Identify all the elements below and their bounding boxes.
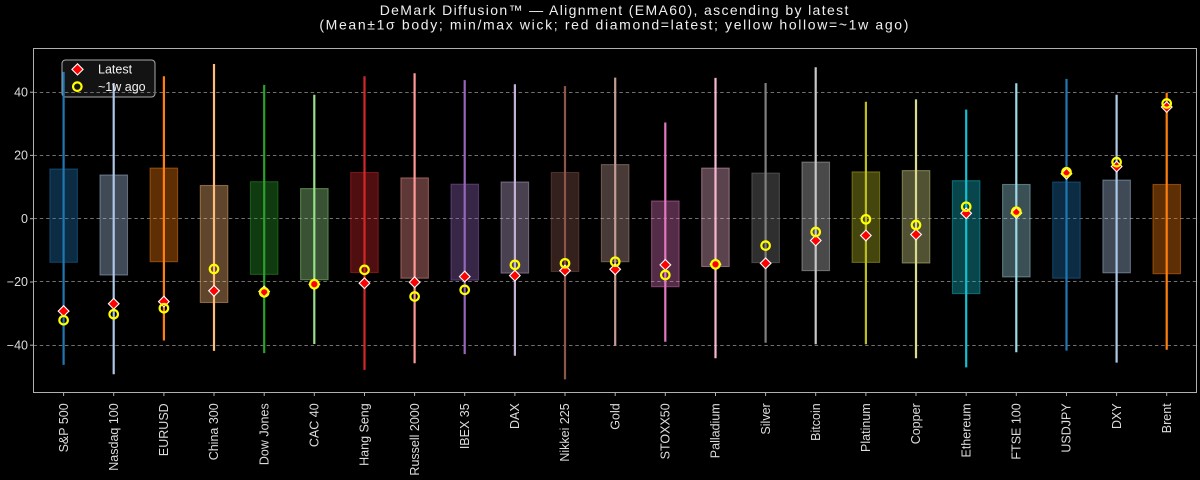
svg-text:Gold: Gold — [608, 403, 622, 429]
svg-text:Latest: Latest — [98, 63, 133, 77]
svg-text:Russell 2000: Russell 2000 — [408, 403, 422, 475]
svg-text:~1w ago: ~1w ago — [98, 80, 146, 94]
svg-text:−20: −20 — [7, 275, 28, 289]
svg-text:Silver: Silver — [759, 403, 773, 434]
svg-text:Hang Seng: Hang Seng — [358, 403, 372, 466]
svg-text:CAC 40: CAC 40 — [308, 403, 322, 447]
svg-text:0: 0 — [21, 212, 28, 226]
svg-text:Copper: Copper — [909, 403, 923, 444]
svg-text:IBEX 35: IBEX 35 — [458, 403, 472, 449]
svg-text:Dow Jones: Dow Jones — [257, 403, 271, 465]
svg-text:Nasdaq 100: Nasdaq 100 — [107, 403, 121, 470]
svg-text:S&P 500: S&P 500 — [57, 403, 71, 452]
svg-text:Brent: Brent — [1160, 403, 1174, 433]
svg-text:40: 40 — [14, 85, 28, 99]
svg-text:Ethereum: Ethereum — [959, 403, 973, 457]
svg-text:FTSE 100: FTSE 100 — [1010, 403, 1024, 459]
svg-text:China 300: China 300 — [207, 403, 221, 460]
svg-text:Nikkei 225: Nikkei 225 — [558, 403, 572, 461]
svg-text:DAX: DAX — [508, 403, 522, 429]
svg-text:DeMark Diffusion™ — Alignment: DeMark Diffusion™ — Alignment (EMA60), a… — [380, 2, 850, 18]
svg-text:DXY: DXY — [1110, 403, 1124, 429]
svg-text:20: 20 — [14, 149, 28, 163]
svg-text:Palladium: Palladium — [709, 403, 723, 458]
svg-text:−40: −40 — [7, 338, 28, 352]
svg-text:STOXX50: STOXX50 — [659, 403, 673, 459]
svg-text:EURUSD: EURUSD — [157, 403, 171, 456]
svg-text:(Mean±1σ body; min/max wick; r: (Mean±1σ body; min/max wick; red diamond… — [319, 16, 910, 32]
svg-text:Platinum: Platinum — [859, 403, 873, 452]
svg-text:USDJPY: USDJPY — [1060, 403, 1074, 453]
svg-text:Bitcoin: Bitcoin — [809, 403, 823, 441]
